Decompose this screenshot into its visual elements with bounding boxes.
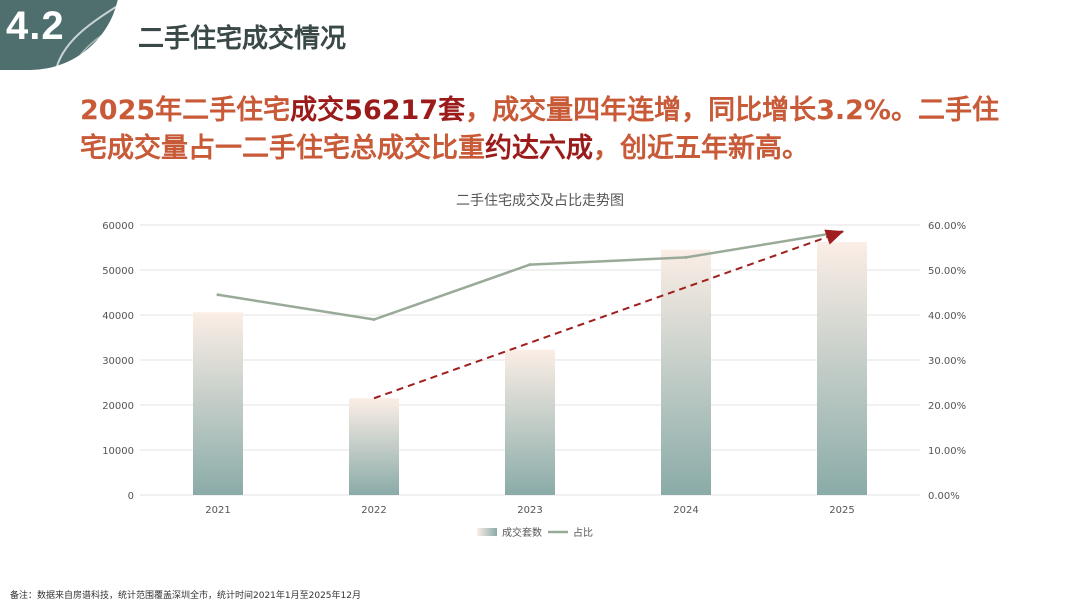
ratio-line <box>217 230 843 321</box>
x-tick-label: 2024 <box>673 505 698 516</box>
y-right-tick-label: 20.00% <box>928 401 966 412</box>
y-left-tick-label: 30000 <box>102 356 134 367</box>
bar-2025 <box>817 242 867 495</box>
y-right-tick-label: 40.00% <box>928 311 966 322</box>
x-tick-label: 2025 <box>829 505 854 516</box>
y-left-tick-label: 20000 <box>102 401 134 412</box>
legend-line-label: 占比 <box>573 526 593 539</box>
headline-text: 2025年二手住宅 <box>80 95 291 126</box>
y-left-tick-label: 50000 <box>102 266 134 277</box>
section-title: 二手住宅成交情况 <box>138 24 347 54</box>
bar-2024 <box>661 249 711 495</box>
ratio-point-2024 <box>684 255 688 259</box>
headline-text: 宅成交量占一二手住宅总成交比重 <box>80 133 485 164</box>
trend-arrow <box>373 229 844 400</box>
y-left-tick-label: 40000 <box>102 311 134 322</box>
x-tick-label: 2023 <box>517 505 542 516</box>
bar-2022 <box>349 398 399 495</box>
bar-2021 <box>193 312 243 495</box>
y-right-tick-label: 60.00% <box>928 221 966 232</box>
legend-bar-swatch <box>477 528 497 536</box>
ratio-point-2022 <box>372 318 376 321</box>
y-left-tick-label: 60000 <box>102 221 134 232</box>
footnote: 备注：数据来自房谱科技，统计范围覆盖深圳全市，统计时间2021年1月至2025年… <box>10 591 361 601</box>
headline-highlight: 约达六成 <box>485 133 593 164</box>
y-right-tick-label: 30.00% <box>928 356 966 367</box>
y-left-tick-label: 10000 <box>102 446 134 457</box>
headline-highlight: 成交56217套 <box>290 95 466 126</box>
y-right-tick-label: 0.00% <box>928 491 960 502</box>
x-tick-label: 2022 <box>361 505 386 516</box>
swirl-decoration-icon <box>54 0 140 75</box>
chart-title: 二手住宅成交及占比走势图 <box>456 192 624 209</box>
headline-text: ，成交量四年连增，同比增长3.2%。二手住 <box>465 95 999 126</box>
x-tick-label: 2021 <box>205 505 230 516</box>
ratio-point-2021 <box>216 293 220 297</box>
y-left-tick-label: 0 <box>128 491 134 502</box>
bar-2023 <box>505 349 555 495</box>
headline-text: ，创近五年新高。 <box>593 133 809 164</box>
combo-chart: 二手住宅成交及占比走势图 0 10000 20000 30000 40000 50000 60… <box>102 192 966 539</box>
section-number: 4.2 <box>6 4 65 48</box>
legend-bar-label: 成交套数 <box>502 526 542 539</box>
headline: 2025年二手住宅成交56217套，成交量四年连增，同比增长3.2%。二手住 宅… <box>80 92 1040 168</box>
ratio-point-2023 <box>528 263 532 267</box>
y-right-tick-label: 50.00% <box>928 266 966 277</box>
y-right-tick-label: 10.00% <box>928 446 966 457</box>
